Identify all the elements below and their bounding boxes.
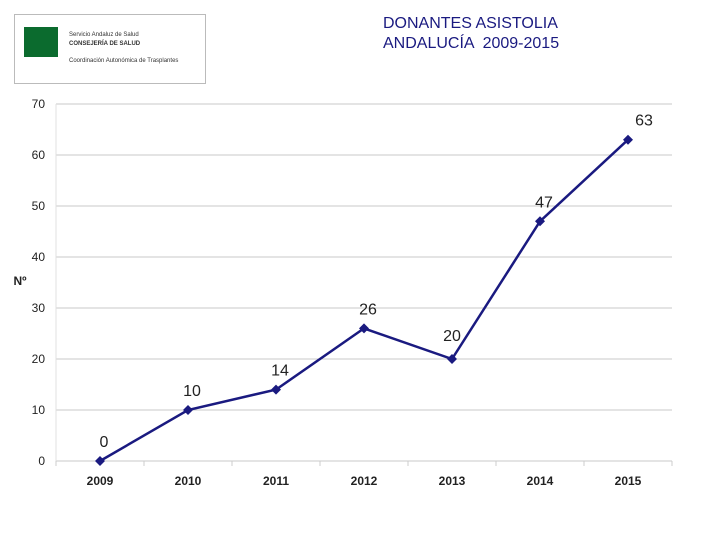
junta-andalucia-emblem-icon: [24, 27, 58, 57]
y-axis-label: Nº: [13, 274, 27, 288]
data-point: [447, 354, 457, 364]
x-tick-label: 2013: [439, 474, 466, 488]
x-tick-label: 2010: [175, 474, 202, 488]
data-label: 14: [271, 363, 289, 380]
data-label: 26: [359, 301, 377, 318]
data-point: [535, 216, 545, 227]
data-point: [623, 134, 633, 145]
data-label: 10: [183, 383, 201, 400]
data-label: 47: [535, 194, 553, 211]
x-tick-label: 2012: [351, 474, 378, 488]
chart-title: DONANTES ASISTOLIA ANDALUCÍA 2009-2015: [383, 14, 559, 54]
data-point: [271, 384, 281, 395]
y-tick-label: 50: [32, 199, 46, 213]
title-line2: ANDALUCÍA 2009-2015: [383, 35, 560, 52]
logo-line3: Coordinación Autonómica de Trasplantes: [69, 58, 179, 64]
y-tick-label: 40: [32, 250, 46, 264]
data-label: 0: [100, 434, 109, 451]
data-point: [359, 323, 369, 334]
logo-line2: CONSEJERÍA DE SALUD: [69, 41, 141, 47]
x-tick-label: 2015: [615, 474, 642, 488]
y-tick-label: 0: [38, 454, 45, 468]
x-tick-label: 2011: [263, 474, 289, 488]
y-tick-label: 30: [32, 301, 46, 315]
y-tick-label: 10: [32, 403, 46, 417]
logo-line1: Servicio Andaluz de Salud: [69, 32, 139, 38]
logo: Servicio Andaluz de Salud CONSEJERÍA DE …: [14, 14, 206, 84]
data-label: 63: [635, 113, 653, 130]
y-tick-label: 20: [32, 352, 46, 366]
data-point: [95, 456, 105, 466]
series-line: [99, 138, 629, 463]
y-tick-label: 60: [32, 148, 46, 162]
title-line1: DONANTES ASISTOLIA: [383, 15, 558, 32]
x-tick-label: 2014: [527, 474, 554, 488]
data-label: 20: [443, 328, 461, 345]
data-point: [183, 405, 193, 415]
y-tick-label: 70: [32, 97, 46, 111]
x-tick-label: 2009: [87, 474, 114, 488]
